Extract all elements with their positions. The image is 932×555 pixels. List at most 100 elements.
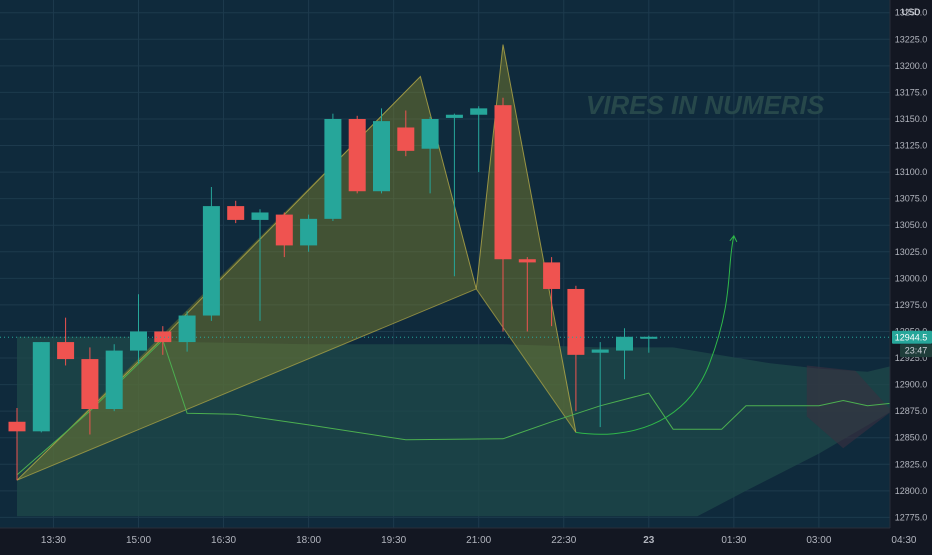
candle-16 [397,110,415,157]
candle-21 [518,257,536,332]
y-tick-label-3: 13175.0 [895,87,928,97]
candle-body-6 [154,331,172,343]
candle-0 [8,407,26,481]
candle-20 [494,97,512,332]
y-tick-label-18: 12800.0 [895,486,928,496]
candle-24 [591,342,609,428]
candle-body-0 [8,421,26,432]
candle-body-16 [397,127,415,151]
projection [575,234,738,435]
candle-body-14 [348,118,366,192]
candle-body-4 [105,350,123,410]
time-axis-panel [0,528,932,550]
y-tick-label-14: 12900.0 [895,380,928,390]
candles [8,97,658,481]
y-tick-label-8: 13050.0 [895,220,928,230]
projection-arrowhead [729,234,738,243]
candle-9 [227,200,245,224]
time-axis[interactable]: 13:30 15:00 16:30 18:00 19:30 21:00 22:30 23 01:… [41,535,932,546]
candle-body-20 [494,105,512,260]
candle-body-25 [616,336,633,351]
candle-body-8 [202,206,220,316]
candle-8 [202,186,220,321]
candle-17 [421,116,439,194]
candle-body-19 [470,108,488,115]
pattern-xb-line [16,288,477,481]
cloud-twist [806,365,892,449]
x-tick-label-9: 03:00 [806,535,831,546]
candle-2 [57,317,75,366]
x-tick-label-1: 15:00 [126,535,151,546]
last-price-value: 12944.5 [895,332,928,342]
y-tick-label-11: 12975.0 [895,300,928,310]
y-tick-label-13: 12925.0 [895,353,928,363]
candle-body-2 [57,342,75,360]
y-tick-label-2: 13200.0 [895,61,928,71]
x-tick-label-2: 16:30 [211,535,236,546]
candle-13 [324,113,342,221]
y-tick-label-7: 13075.0 [895,194,928,204]
y-tick-label-15: 12875.0 [895,406,928,416]
countdown-label: 23:47 [900,344,932,358]
candle-22 [543,257,561,327]
candle-5 [130,294,147,364]
candle-1 [32,342,50,433]
candle-7 [178,311,196,352]
candle-14 [348,115,366,194]
candle-body-1 [32,342,50,432]
y-tick-label-16: 12850.0 [895,433,928,443]
x-tick-label-7: 23 [643,535,655,546]
candle-10 [251,209,269,321]
candle-body-22 [543,262,561,289]
currency-label: USD [901,7,921,17]
candle-body-21 [518,259,536,263]
candle-15 [373,108,390,194]
candle-body-17 [421,118,439,149]
y-tick-label-9: 13025.0 [895,247,928,257]
y-tick-label-5: 13125.0 [895,141,928,151]
y-tick-label-6: 13100.0 [895,167,928,177]
candle-body-24 [591,349,609,353]
pattern-outline [16,44,577,481]
x-tick-label-8: 01:30 [721,535,746,546]
candle-19 [470,106,488,173]
x-tick-label-0: 13:30 [41,535,66,546]
x-tick-label-6: 22:30 [551,535,576,546]
candle-4 [105,344,123,412]
candle-body-18 [445,114,463,118]
candle-12 [300,214,318,252]
countdown-value: 23:47 [905,346,928,356]
y-tick-label-19: 12775.0 [895,512,928,522]
y-tick-label-0: 13250.0 [895,8,928,18]
pattern-bd-line [475,288,577,433]
x-tick-label-5: 21:00 [466,535,491,546]
y-tick-label-4: 13150.0 [895,114,928,124]
y-tick-label-1: 13225.0 [895,34,928,44]
candle-body-5 [130,331,147,351]
candle-body-7 [178,315,196,343]
y-tick-label-10: 13000.0 [895,273,928,283]
candle-body-3 [81,359,99,410]
y-tick-label-17: 12825.0 [895,459,928,469]
x-tick-label-10: 04:30 [891,535,916,546]
candle-25 [616,328,633,380]
candle-body-9 [227,206,245,220]
candle-body-11 [275,214,293,246]
candle-body-12 [300,218,318,246]
x-tick-label-4: 19:30 [381,535,406,546]
cloud-area [17,336,932,517]
candle-11 [275,212,293,258]
last-price-label: 12944.5 [892,330,932,344]
candle-23 [567,285,585,412]
candle-6 [154,326,172,355]
projection-curve [575,235,735,435]
candle-18 [445,113,463,277]
watermark: VIRES IN NUMERIS [586,90,825,120]
candle-body-15 [373,121,390,192]
price-axis-panel [890,0,932,550]
candle-body-10 [251,212,269,220]
x-tick-label-3: 18:00 [296,535,321,546]
candle-3 [81,347,99,435]
